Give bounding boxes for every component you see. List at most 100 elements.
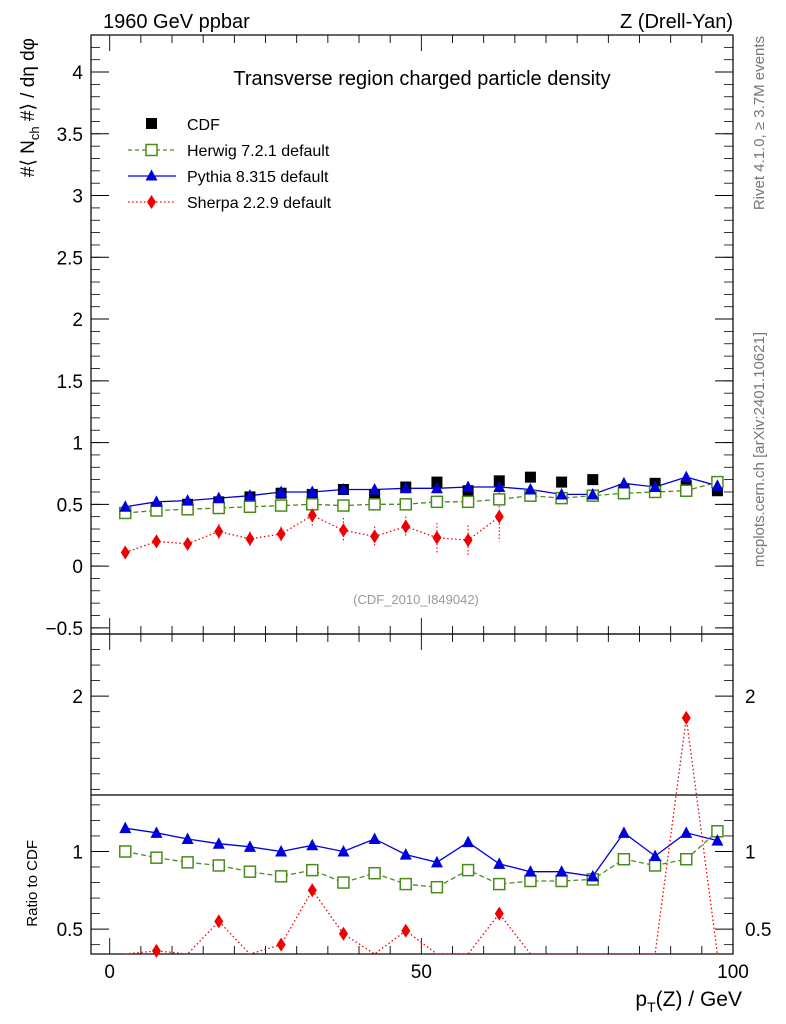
y-tick-label: 2.5	[57, 248, 83, 269]
sherpa-point	[401, 519, 411, 534]
ratio-tick-label: 0.5	[57, 920, 83, 941]
herwig-ratio-point	[461, 863, 475, 877]
main-ylabel: #⟨ Nch #⟩ / dη dφ	[18, 38, 42, 177]
legend-pythia-marker	[145, 169, 158, 181]
pythia-ratio-point	[586, 869, 599, 882]
main-y-tick-labels: −0.5 0 0.5 1 1.5 2 2.5 3 3.5 4	[45, 63, 83, 640]
herwig-point	[430, 495, 444, 509]
sherpa-ratio-point	[276, 937, 286, 952]
legend: CDF Herwig 7.2.1 default Pythia 8.315 de…	[128, 117, 332, 212]
herwig-ratio-point	[648, 859, 662, 872]
herwig-point	[337, 499, 350, 512]
pythia-point	[617, 476, 630, 489]
sherpa-point	[214, 524, 224, 539]
sherpa-point	[432, 530, 442, 545]
herwig-ratio-point	[368, 866, 381, 880]
herwig-ratio-point	[493, 877, 506, 891]
sherpa-point	[338, 523, 348, 538]
herwig-ratio-point	[212, 859, 226, 872]
pythia-ratio-line	[125, 827, 718, 878]
herwig-ratio-point	[337, 876, 350, 889]
pythia-point	[150, 495, 163, 507]
herwig-ratio-point	[399, 877, 413, 891]
herwig-ratio-point	[524, 874, 537, 888]
pythia-point	[368, 482, 381, 495]
herwig-ratio-point	[617, 852, 631, 866]
ratio-tick-label-right: 2	[745, 687, 756, 708]
herwig-point	[399, 498, 413, 511]
legend-herwig-marker	[145, 143, 158, 157]
sherpa-ratio-point	[401, 923, 411, 938]
pythia-ratio-point	[337, 844, 350, 857]
chart-title: Transverse region charged particle densi…	[233, 68, 610, 90]
herwig-ratio-point	[243, 865, 257, 878]
herwig-ratio-point	[181, 856, 194, 869]
pythia-ratio-point	[462, 835, 475, 848]
x-tick-label: 50	[411, 962, 432, 983]
herwig-point	[493, 493, 506, 506]
pythia-point	[119, 500, 132, 512]
ratio-y-tick-labels: 0.5 0.5 1 1 2 2	[57, 687, 772, 941]
pythia-point	[711, 479, 724, 491]
pythia-point	[586, 487, 599, 500]
y-tick-label: 0.5	[57, 495, 83, 516]
legend-sherpa-label: Sherpa 2.2.9 default	[187, 195, 332, 212]
pythia-point	[243, 489, 256, 501]
herwig-point	[617, 486, 631, 500]
herwig-point	[243, 500, 257, 514]
pythia-point	[680, 470, 693, 483]
header-energy: 1960 GeV ppbar	[103, 11, 250, 33]
sherpa-ratio-point	[151, 943, 161, 958]
pythia-ratio-point	[119, 821, 132, 834]
main-series-group	[119, 470, 724, 560]
cdf-point	[524, 471, 536, 483]
sherpa-point	[183, 536, 193, 551]
sherpa-point	[151, 534, 161, 549]
y-tick-label: 1.5	[57, 372, 83, 393]
pythia-point	[493, 480, 506, 493]
sherpa-ratio-point	[307, 883, 317, 898]
sherpa-point	[245, 531, 255, 546]
pythia-point	[462, 480, 475, 493]
legend-sherpa-marker	[147, 195, 156, 209]
pythia-ratio-point	[181, 832, 194, 845]
sherpa-ratio-point	[338, 926, 348, 941]
y-tick-label: 4	[72, 63, 83, 84]
rivet-label: Rivet 4.1.0, ≥ 3.7M events	[751, 36, 768, 210]
herwig-point	[680, 484, 693, 497]
pythia-point	[306, 485, 319, 497]
sherpa-point	[494, 509, 504, 524]
x-axis-label: pT(Z) / GeV	[635, 988, 742, 1015]
y-tick-label: −0.5	[45, 619, 83, 640]
y-tick-label: 3.5	[57, 125, 83, 146]
pythia-point	[524, 482, 537, 495]
header-process: Z (Drell-Yan)	[620, 11, 733, 33]
sherpa-ratio-point	[494, 906, 504, 921]
pythia-ratio-point	[711, 834, 724, 846]
pythia-ratio-point	[680, 826, 693, 838]
pythia-point	[275, 485, 288, 497]
sherpa-ratio-line	[125, 717, 719, 955]
pythia-point	[399, 481, 412, 494]
ratio-series-group	[119, 710, 724, 958]
herwig-point	[212, 501, 226, 515]
pythia-ratio-point	[275, 844, 288, 857]
sherpa-ratio-point	[214, 914, 224, 929]
herwig-ratio-point	[680, 852, 693, 866]
legend-herwig-label: Herwig 7.2.1 default	[187, 143, 330, 160]
herwig-point	[461, 495, 475, 509]
x-tick-label: 0	[104, 962, 115, 983]
cdf-point	[587, 474, 599, 486]
sherpa-point	[120, 545, 130, 560]
herwig-ratio-point	[150, 851, 163, 864]
herwig-ratio-point	[274, 870, 288, 883]
herwig-ratio-point	[119, 845, 132, 858]
ratio-tick-label: 1	[72, 842, 83, 863]
y-tick-label: 3	[72, 187, 83, 208]
pythia-ratio-point	[306, 838, 319, 851]
y-tick-label: 1	[72, 434, 83, 455]
cdf-point	[556, 476, 568, 488]
sherpa-point	[276, 526, 286, 541]
herwig-ratio-point	[430, 880, 444, 894]
